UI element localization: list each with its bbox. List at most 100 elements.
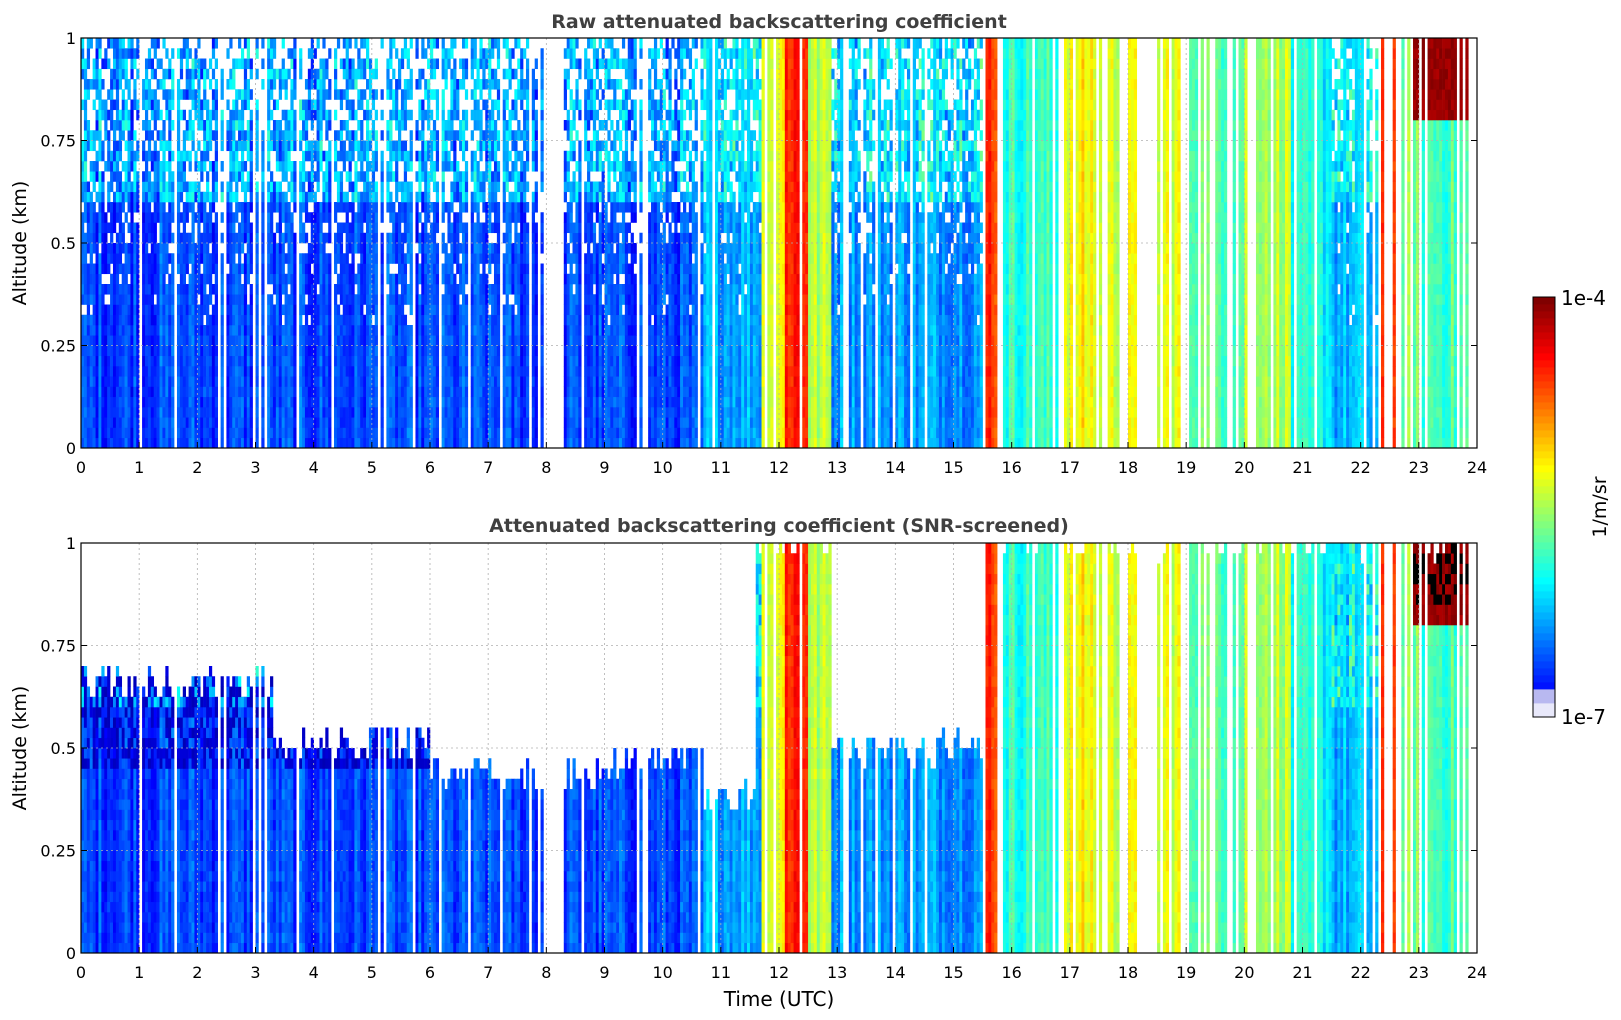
heatmap-cell: [147, 386, 152, 398]
heatmap-cell: [81, 253, 85, 264]
heatmap-cell: [200, 314, 204, 326]
heatmap-cell: [83, 68, 88, 80]
heatmap-cell: [368, 232, 373, 244]
heatmap-cell: [336, 314, 341, 326]
heatmap-cell: [229, 325, 233, 336]
heatmap-cell: [235, 314, 239, 326]
heatmap-cell: [511, 212, 515, 223]
heatmap-cell: [421, 253, 425, 264]
heatmap-cell: [281, 304, 285, 316]
heatmap-cell: [98, 222, 102, 234]
heatmap-cell: [360, 68, 364, 80]
heatmap-cell: [287, 243, 291, 254]
heatmap-cell: [366, 366, 370, 377]
heatmap-cell: [243, 427, 248, 439]
heatmap-cell: [261, 345, 265, 357]
heatmap-cell: [441, 437, 445, 448]
heatmap-cell: [89, 191, 93, 203]
heatmap-cell: [310, 294, 314, 305]
heatmap-cell: [563, 273, 567, 285]
heatmap-cell: [136, 140, 140, 152]
heatmap-cell: [112, 161, 117, 172]
heatmap-cell: [491, 140, 495, 152]
heatmap-cell: [334, 253, 338, 264]
heatmap-cell: [229, 376, 233, 387]
heatmap-cell: [115, 437, 120, 448]
heatmap-cell: [197, 38, 201, 49]
heatmap-cell: [424, 335, 428, 346]
heatmap-cell: [345, 427, 349, 439]
heatmap-cell: [270, 140, 274, 152]
heatmap-cell: [203, 263, 207, 275]
heatmap-cell: [229, 232, 233, 244]
heatmap-cell: [470, 109, 474, 121]
heatmap-cell: [511, 68, 515, 80]
heatmap-cell: [322, 417, 326, 428]
heatmap-cell: [395, 335, 399, 346]
heatmap-cell: [156, 437, 160, 448]
heatmap-cell: [112, 253, 117, 264]
heatmap-cell: [179, 314, 184, 326]
heatmap-cell: [267, 181, 271, 193]
heatmap-cell: [575, 38, 579, 49]
heatmap-cell: [307, 407, 312, 418]
heatmap-cell: [525, 243, 530, 254]
heatmap-cell: [284, 130, 288, 141]
heatmap-cell: [278, 325, 282, 336]
heatmap-cell: [418, 273, 422, 285]
heatmap-cell: [345, 396, 349, 408]
heatmap-cell: [371, 407, 376, 418]
heatmap-cell: [278, 140, 282, 152]
heatmap-cell: [150, 437, 155, 448]
heatmap-cell: [409, 325, 413, 336]
heatmap-cell: [136, 417, 140, 428]
heatmap-cell: [476, 140, 480, 152]
heatmap-cell: [424, 437, 428, 448]
heatmap-cell: [89, 38, 93, 49]
heatmap-cell: [275, 150, 280, 162]
heatmap-cell: [398, 304, 402, 316]
heatmap-cell: [563, 68, 567, 80]
heatmap-cell: [203, 304, 207, 316]
heatmap-cell: [179, 304, 184, 316]
heatmap-cell: [156, 355, 160, 367]
heatmap-cell: [459, 386, 463, 398]
heatmap-cell: [243, 58, 248, 70]
heatmap-cell: [357, 345, 361, 357]
heatmap-cell: [447, 294, 451, 305]
heatmap-cell: [351, 79, 355, 90]
heatmap-cell: [572, 294, 576, 305]
heatmap-cell: [354, 437, 358, 448]
heatmap-cell: [238, 140, 242, 152]
heatmap-cell: [133, 150, 137, 162]
heatmap-cell: [176, 191, 181, 203]
heatmap-cell: [569, 140, 573, 152]
heatmap-cell: [188, 273, 192, 285]
heatmap-cell: [360, 366, 364, 377]
heatmap-cell: [214, 376, 218, 387]
heatmap-cell: [208, 437, 213, 448]
heatmap-cell: [246, 304, 250, 316]
heatmap-cell: [171, 376, 175, 387]
heatmap-cell: [322, 99, 326, 111]
heatmap-cell: [444, 284, 448, 295]
heatmap-cell: [357, 191, 361, 203]
heatmap-cell: [144, 345, 149, 357]
heatmap-cell: [514, 212, 518, 223]
heatmap-cell: [153, 407, 157, 418]
heatmap-cell: [238, 294, 242, 305]
heatmap-cell: [403, 407, 408, 418]
heatmap-cell: [220, 79, 224, 90]
heatmap-cell: [197, 202, 201, 213]
heatmap-cell: [101, 376, 105, 387]
heatmap-cell: [351, 427, 355, 439]
heatmap-cell: [520, 202, 524, 213]
heatmap-cell: [345, 417, 349, 428]
heatmap-cell: [336, 181, 341, 193]
heatmap-cell: [232, 161, 236, 172]
heatmap-cell: [354, 243, 358, 254]
heatmap-cell: [104, 222, 108, 234]
heatmap-cell: [235, 427, 239, 439]
heatmap-cell: [325, 273, 329, 285]
heatmap-cell: [153, 396, 157, 408]
